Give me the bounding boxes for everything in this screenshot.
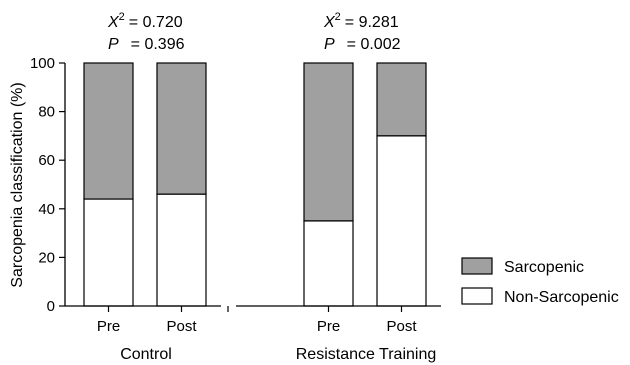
y-tick-label: 40 xyxy=(38,201,55,218)
bar-non-sarcopenic-control-post xyxy=(157,194,206,306)
x-tick-label: Pre xyxy=(97,318,120,335)
chi-square-label: X2 = 0.720 xyxy=(107,11,183,31)
chi-square-label: X2 = 9.281 xyxy=(323,11,399,31)
p-value-label: P = 0.396 xyxy=(108,36,185,53)
x-tick-label: Post xyxy=(166,318,197,335)
bar-non-sarcopenic-control-pre xyxy=(84,199,133,306)
p-value-label: P = 0.002 xyxy=(324,36,401,53)
bar-sarcopenic-resistance-training-pre xyxy=(304,63,353,221)
y-tick-label: 100 xyxy=(30,55,55,72)
x-tick-label: Pre xyxy=(317,318,340,335)
y-tick-label: 80 xyxy=(38,104,55,121)
group-label: Resistance Training xyxy=(296,346,437,363)
legend-swatch-non-sarcopenic xyxy=(462,288,492,304)
legend-label-sarcopenic: Sarcopenic xyxy=(504,259,584,276)
y-axis-label: Sarcopenia classification (%) xyxy=(9,82,26,287)
y-tick-label: 20 xyxy=(38,249,55,266)
group-label: Control xyxy=(120,346,172,363)
bar-sarcopenic-control-pre xyxy=(84,63,133,199)
bar-sarcopenic-resistance-training-post xyxy=(377,63,426,136)
legend-swatch-sarcopenic xyxy=(462,258,492,274)
bar-non-sarcopenic-resistance-training-post xyxy=(377,136,426,306)
x-tick-label: Post xyxy=(386,318,417,335)
bar-non-sarcopenic-resistance-training-pre xyxy=(304,221,353,306)
y-tick-label: 0 xyxy=(47,298,55,315)
bar-sarcopenic-control-post xyxy=(157,63,206,194)
legend-label-non-sarcopenic: Non-Sarcopenic xyxy=(504,289,619,306)
y-tick-label: 60 xyxy=(38,152,55,169)
